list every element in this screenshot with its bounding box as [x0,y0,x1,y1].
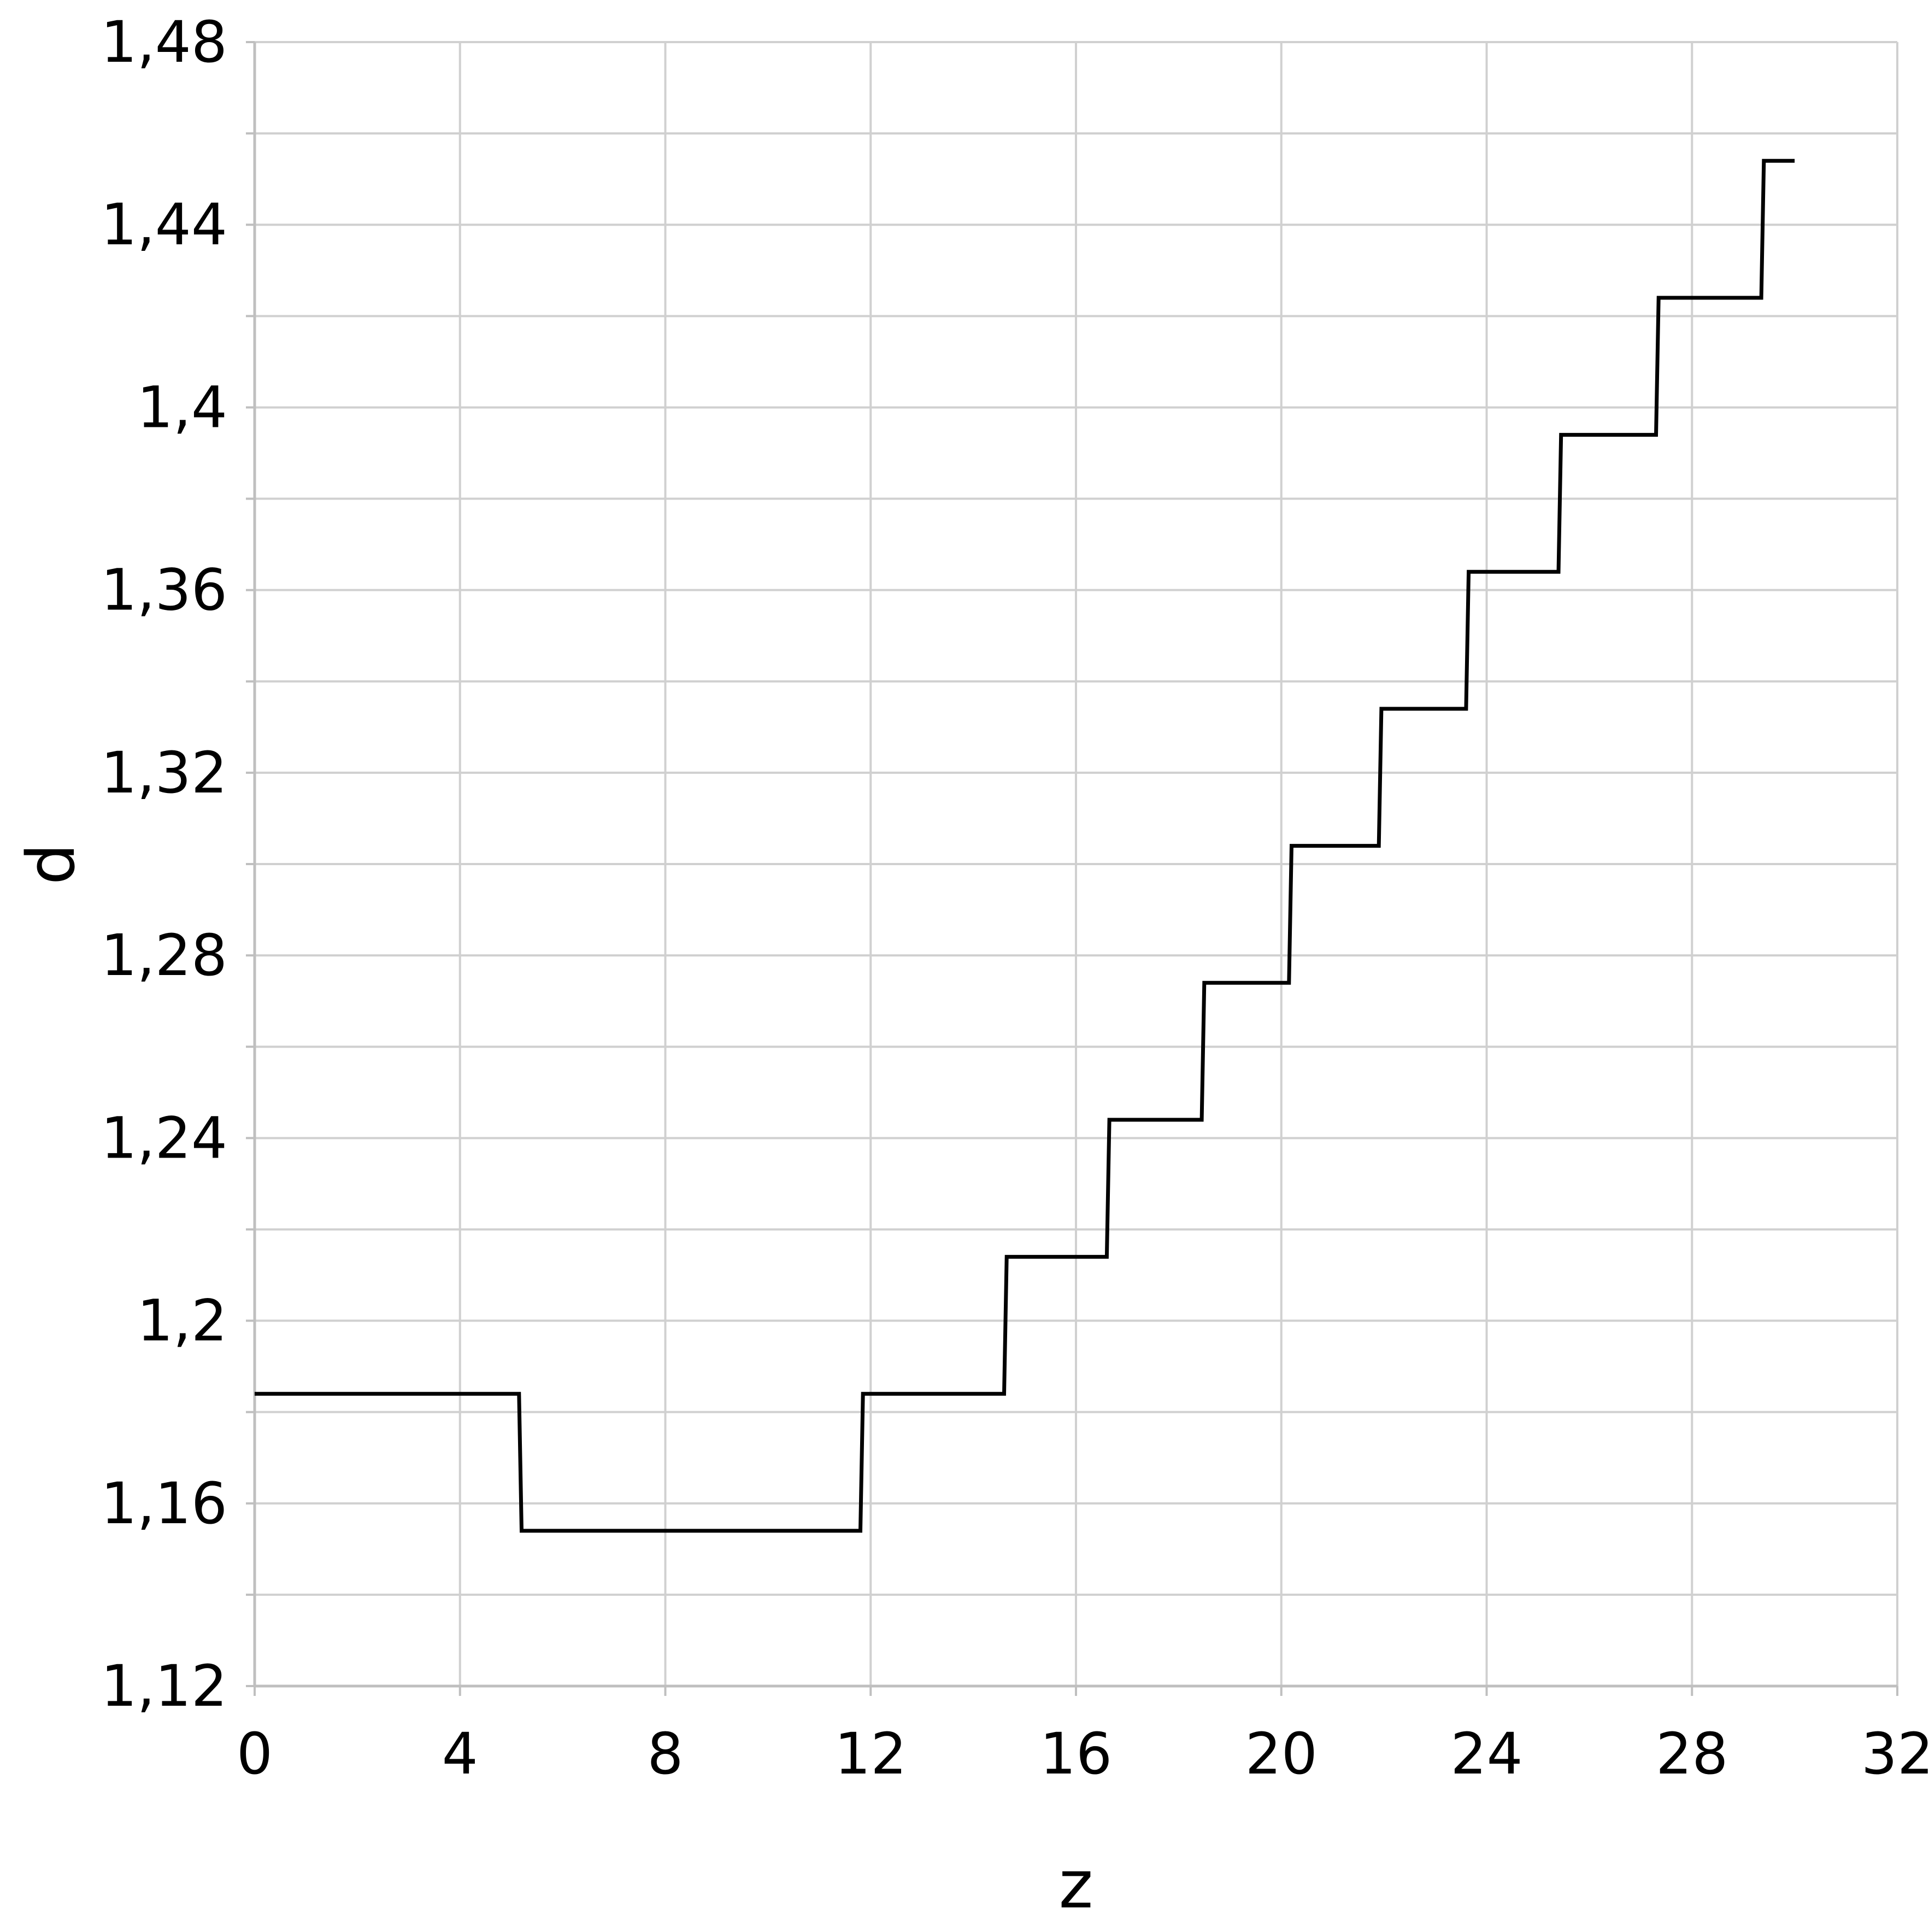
series [255,158,1795,1533]
y-tick-label: 1,12 [101,1653,227,1719]
x-tick-label: 28 [1656,1720,1728,1787]
x-tick-label: 4 [442,1720,478,1787]
x-axis-title: z [1059,1847,1093,1923]
x-tick-label: 8 [647,1720,683,1787]
y-tick-label: 1,4 [137,374,227,441]
y-tick-label: 1,2 [137,1288,227,1354]
x-tick-label: 12 [834,1720,907,1787]
x-tick-label: 16 [1040,1720,1112,1787]
x-tick-label: 20 [1245,1720,1318,1787]
y-tick-label: 1,36 [101,557,227,624]
x-tick-label: 32 [1861,1720,1929,1787]
series-line [255,158,1795,1533]
y-tick-label: 1,44 [101,191,227,258]
axes [246,41,1898,1696]
y-tick-label: 1,28 [101,922,227,989]
x-tick-label: 24 [1450,1720,1522,1787]
x-tick-label: 0 [237,1720,273,1787]
tick-labels: 1,12 1,16 1,2 1,24 1,28 1,32 1,36 1,4 1,44 1,48 0 4… [101,9,1929,1787]
y-tick-label: 1,32 [101,739,227,806]
y-tick-label: 1,48 [101,9,227,75]
y-tick-label: 1,24 [101,1105,227,1171]
grid [254,41,1898,1687]
y-tick-label: 1,16 [101,1470,227,1537]
y-axis-title: d [14,843,90,885]
